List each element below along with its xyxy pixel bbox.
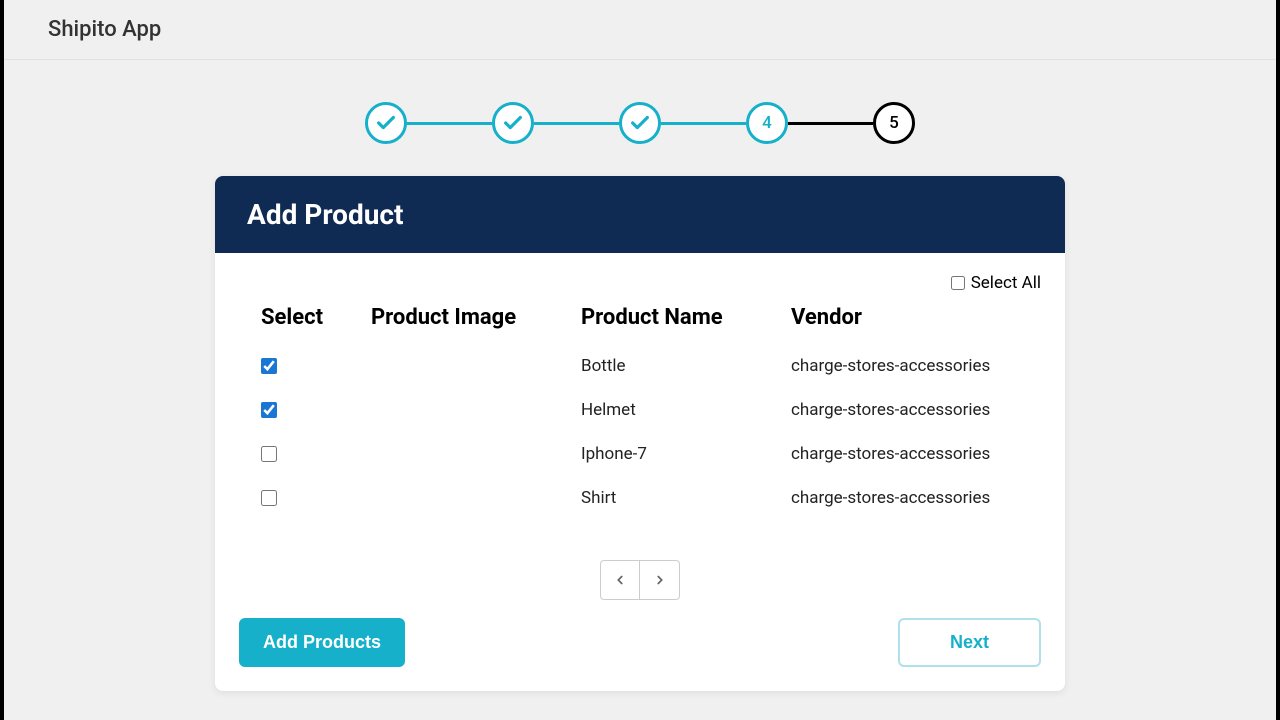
cell-name: Helmet bbox=[581, 400, 791, 420]
card-title: Add Product bbox=[215, 176, 1065, 253]
cell-vendor: charge-stores-accessories bbox=[791, 488, 1019, 508]
cell-name: Shirt bbox=[581, 488, 791, 508]
add-product-card: Add Product Select All Select Product Im… bbox=[215, 176, 1065, 691]
pager-prev-button[interactable] bbox=[600, 560, 640, 600]
check-icon bbox=[375, 112, 397, 134]
pager-next-button[interactable] bbox=[640, 560, 680, 600]
select-all-checkbox[interactable] bbox=[951, 276, 965, 290]
col-vendor: Vendor bbox=[791, 305, 1019, 330]
step-connector bbox=[407, 122, 492, 125]
row-checkbox[interactable] bbox=[261, 446, 277, 462]
select-all-label: Select All bbox=[971, 273, 1041, 293]
step-label: 5 bbox=[889, 113, 899, 133]
check-icon bbox=[502, 112, 524, 134]
cell-select bbox=[261, 358, 371, 374]
table-row: Helmetcharge-stores-accessories bbox=[239, 388, 1041, 432]
table-header: Select Product Image Product Name Vendor bbox=[239, 305, 1041, 330]
stepper: 45 bbox=[4, 102, 1276, 144]
col-select: Select bbox=[261, 305, 371, 330]
col-image: Product Image bbox=[371, 305, 581, 330]
table-row: Shirtcharge-stores-accessories bbox=[239, 476, 1041, 520]
cell-name: Iphone-7 bbox=[581, 444, 791, 464]
next-button[interactable]: Next bbox=[898, 618, 1041, 667]
row-checkbox[interactable] bbox=[261, 490, 277, 506]
step-connector bbox=[534, 122, 619, 125]
step-2[interactable] bbox=[492, 102, 534, 144]
app-title: Shipito App bbox=[48, 17, 161, 42]
step-connector bbox=[661, 122, 746, 125]
col-name: Product Name bbox=[581, 305, 791, 330]
table-row: Bottlecharge-stores-accessories bbox=[239, 344, 1041, 388]
table-row: Iphone-7charge-stores-accessories bbox=[239, 432, 1041, 476]
card-body: Select All Select Product Image Product … bbox=[215, 253, 1065, 691]
app-viewport: Shipito App 45 Add Product Select All Se… bbox=[0, 0, 1280, 720]
product-table: Select Product Image Product Name Vendor… bbox=[239, 305, 1041, 520]
check-icon bbox=[629, 112, 651, 134]
select-all-row: Select All bbox=[239, 265, 1041, 305]
chevron-right-icon bbox=[653, 573, 667, 587]
table-body: Bottlecharge-stores-accessoriesHelmetcha… bbox=[239, 344, 1041, 520]
card-footer: Add Products Next bbox=[239, 618, 1041, 667]
cell-select bbox=[261, 402, 371, 418]
chevron-left-icon bbox=[613, 573, 627, 587]
step-4[interactable]: 4 bbox=[746, 102, 788, 144]
row-checkbox[interactable] bbox=[261, 358, 277, 374]
cell-name: Bottle bbox=[581, 356, 791, 376]
pager bbox=[239, 560, 1041, 600]
cell-select bbox=[261, 490, 371, 506]
cell-vendor: charge-stores-accessories bbox=[791, 356, 1019, 376]
add-products-button[interactable]: Add Products bbox=[239, 618, 405, 667]
row-checkbox[interactable] bbox=[261, 402, 277, 418]
step-5[interactable]: 5 bbox=[873, 102, 915, 144]
step-label: 4 bbox=[762, 113, 772, 133]
step-connector bbox=[788, 122, 873, 125]
cell-select bbox=[261, 446, 371, 462]
step-1[interactable] bbox=[365, 102, 407, 144]
cell-vendor: charge-stores-accessories bbox=[791, 400, 1019, 420]
step-3[interactable] bbox=[619, 102, 661, 144]
cell-vendor: charge-stores-accessories bbox=[791, 444, 1019, 464]
app-header: Shipito App bbox=[4, 0, 1276, 60]
